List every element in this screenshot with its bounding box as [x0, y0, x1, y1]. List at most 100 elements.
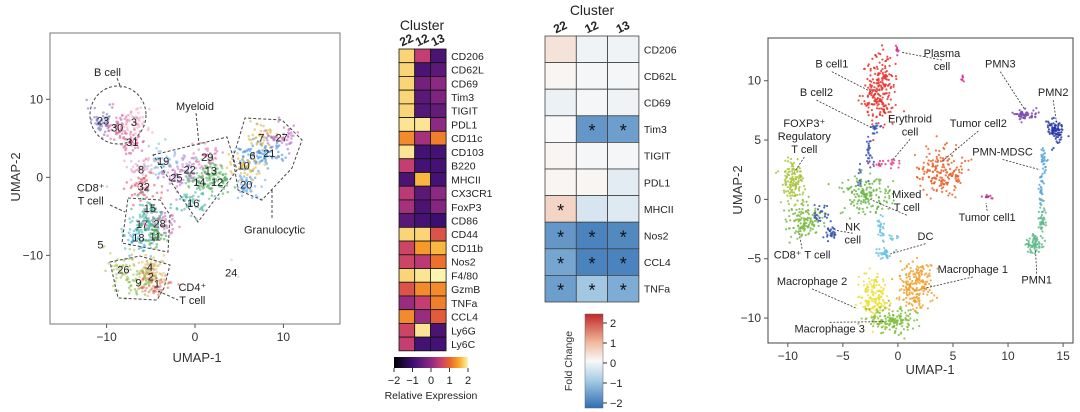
pmn1-point	[1042, 245, 1045, 248]
pmn2-point	[1056, 141, 1059, 145]
b-cell1-point	[877, 77, 880, 80]
b-cell1-point	[876, 88, 879, 92]
pmn2-point	[1054, 137, 1057, 140]
cluster-29-point	[214, 146, 218, 150]
dc-point	[878, 230, 882, 234]
heatmap-cell	[398, 62, 416, 77]
cluster-26-point	[135, 273, 139, 276]
cluster-label-28: 28	[154, 218, 166, 230]
macrophage-1-point	[909, 269, 912, 273]
cluster-30-point	[115, 116, 118, 119]
b-cell1-point	[886, 58, 890, 61]
mixed-t-cell-point	[848, 198, 852, 202]
cluster-9-point	[143, 293, 147, 296]
cd8-t-cell-point	[794, 230, 798, 233]
cluster-32-point	[151, 194, 155, 198]
macrophage-2-point	[874, 291, 877, 295]
leader-line	[157, 290, 179, 301]
heatmap-cell	[414, 158, 431, 173]
cluster-12-point	[209, 187, 213, 191]
b-cell1-point	[870, 108, 873, 112]
row-label-PDL1: PDL1	[451, 119, 477, 131]
cluster-11-point	[155, 243, 159, 246]
macrophage-1-point	[923, 288, 926, 291]
cluster-32-point	[149, 171, 152, 175]
heatmap-cell	[398, 295, 416, 311]
tumor-cell2-point	[927, 147, 930, 151]
macrophage-1-point	[914, 281, 917, 284]
cluster-31-point	[129, 137, 132, 141]
cluster-13-point	[211, 168, 214, 172]
pmn2-point	[1052, 146, 1055, 150]
cluster-13-point	[206, 179, 209, 182]
cluster-10-point	[239, 162, 242, 165]
cluster-3-point	[141, 115, 145, 119]
b-cell1-point	[863, 67, 866, 71]
b-cell1-point	[869, 69, 872, 72]
heatmap-cell	[544, 141, 577, 170]
cluster-27-point	[277, 139, 280, 142]
macrophage-2-point	[880, 302, 883, 305]
cluster-7-point	[262, 124, 265, 128]
cluster-12-point	[217, 171, 221, 175]
tumor-cell2-point	[941, 181, 944, 184]
cluster-15-point	[169, 206, 172, 210]
cluster-26-point	[125, 263, 128, 267]
macrophage-1-point	[916, 298, 920, 301]
heatmap-cell	[544, 274, 577, 303]
cluster-27-point	[264, 129, 268, 132]
cluster-label-8: 8	[138, 165, 144, 177]
b-cell2-point	[865, 154, 868, 157]
cluster-7-point	[275, 132, 279, 136]
tumor-cell2-point	[932, 188, 935, 192]
pmn1-point	[1039, 235, 1042, 238]
macrophage-3-point	[907, 315, 910, 318]
cluster-7-point	[269, 131, 272, 134]
heatmap-cell	[429, 309, 447, 324]
cluster-7-point	[269, 129, 272, 132]
cluster-7-point	[262, 139, 266, 142]
b-cell1-point	[882, 110, 885, 113]
macrophage-1-point	[906, 288, 909, 292]
cluster-22-point	[189, 164, 192, 168]
macrophage-1-point	[928, 274, 931, 277]
cluster-14-point	[191, 180, 195, 183]
heatmap-cell	[398, 144, 416, 160]
heatmap-cell	[414, 103, 431, 118]
cluster-18-point	[127, 238, 130, 242]
pmn2-point	[1067, 135, 1070, 138]
cluster-10-point	[236, 157, 240, 160]
umap-celltypes-frame	[767, 37, 1074, 344]
cluster-11-point	[155, 228, 158, 232]
cluster-25-point	[189, 176, 192, 179]
mixed-t-cell-point	[849, 186, 852, 189]
pmn-mdsc-point	[1040, 198, 1043, 201]
pmn-mdsc-point	[1043, 155, 1046, 159]
heatmap-cell	[398, 226, 416, 242]
macrophage-1-point	[904, 285, 907, 288]
cluster-31-point	[133, 142, 136, 146]
b-cell1-point	[881, 81, 884, 84]
cd8-t-cell-point	[803, 229, 806, 232]
cluster-21-point	[266, 167, 270, 170]
cluster-32-point	[136, 185, 140, 188]
row-label-CD11c: CD11c	[451, 133, 482, 145]
cluster-10-point	[230, 172, 234, 175]
b-cell1-point	[875, 82, 878, 85]
pmn1-point	[1029, 248, 1032, 251]
macrophage-1-point	[921, 287, 924, 290]
heatmap-cell	[607, 35, 640, 64]
cluster-16-point	[203, 203, 207, 206]
plasma-cell-point	[894, 44, 897, 47]
cluster-17-point	[130, 219, 134, 223]
foxp3-regulatory-t-cell-point	[795, 181, 798, 184]
macrophage-3-point	[882, 331, 885, 334]
cluster-21-point	[263, 150, 267, 154]
foxp3-regulatory-t-cell-point	[791, 175, 794, 178]
cluster-16-point	[178, 197, 182, 201]
cluster-8-point	[131, 165, 135, 168]
cd8-t-cell-point	[805, 209, 808, 213]
macrophage-3-point	[887, 312, 891, 315]
heatmap-cell	[414, 117, 431, 132]
cluster-20-point	[251, 169, 255, 173]
